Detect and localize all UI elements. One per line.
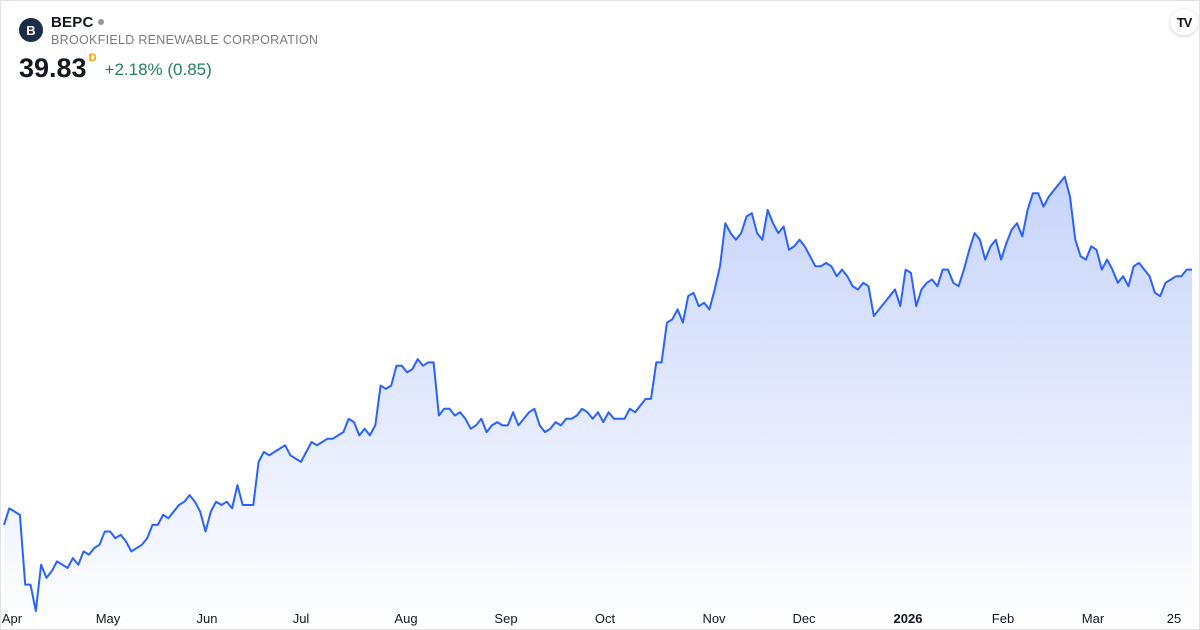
x-axis-label: Feb [992,611,1014,626]
x-axis-label: Dec [792,611,816,626]
tradingview-logo-text: TV [1176,14,1193,30]
x-axis-label: Sep [494,611,517,626]
x-axis-label: 2026 [894,611,923,626]
company-logo: B [19,18,43,42]
x-axis-label: Aug [394,611,417,626]
symbol-header: B BEPC BROOKFIELD RENEWABLE CORPORATION … [19,12,318,83]
tradingview-logo-icon[interactable]: TV [1170,9,1198,35]
price-area-fill [4,176,1192,629]
x-axis-label: Apr [2,611,23,626]
x-axis-label: Oct [595,611,616,626]
x-axis-label: Jul [293,611,310,626]
last-price: 39.83 [19,53,87,83]
x-axis-label: Jun [197,611,218,626]
x-axis-label: Nov [702,611,726,626]
company-name: BROOKFIELD RENEWABLE CORPORATION [51,33,319,47]
price-line [3,175,1192,613]
x-axis-label: 25 [1167,611,1181,626]
x-axis-label: May [96,611,121,626]
x-axis-label: Mar [1082,611,1105,626]
price-change: +2.18% (0.85) [104,60,212,79]
ticker-symbol[interactable]: BEPC [51,13,94,31]
x-axis: Apr May Jun Jul Aug Sep Oct Nov Dec 2026 Feb Mar 25 [2,611,1181,626]
market-status-dot [98,19,105,25]
delayed-flag: D [88,52,97,64]
